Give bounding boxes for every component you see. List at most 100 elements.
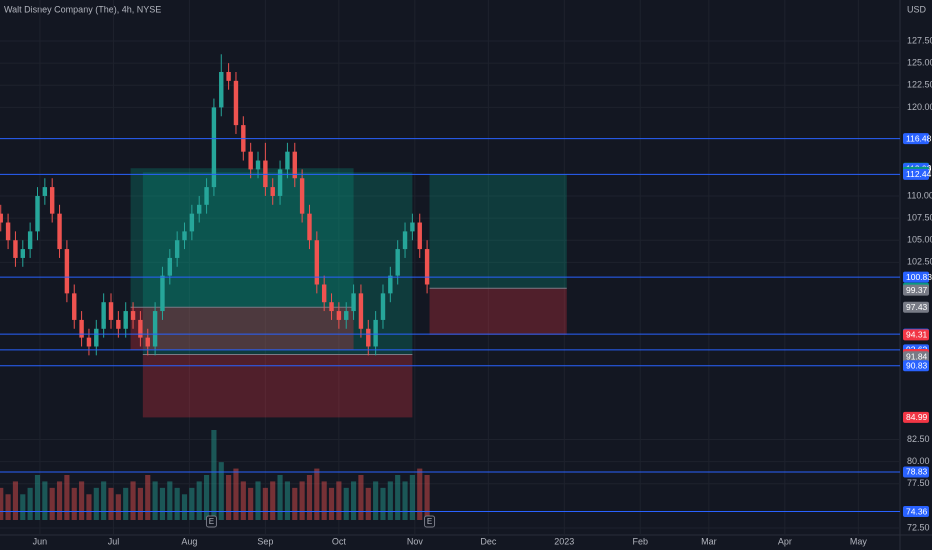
volume-bar [211, 430, 217, 520]
candle-body [417, 222, 422, 250]
candle-body [13, 240, 18, 258]
candle-body [204, 187, 209, 205]
volume-bar [145, 475, 151, 520]
price-badge [903, 133, 929, 145]
candle-body [388, 275, 393, 294]
price-badge [903, 411, 929, 423]
price-badge [903, 506, 929, 518]
candle-body [277, 169, 283, 196]
volume-bar [270, 481, 276, 520]
volume-bar [343, 487, 349, 520]
volume-bar [424, 475, 430, 520]
candle-body [255, 160, 261, 170]
y-tick-label: 72.50 [907, 522, 930, 532]
price-badge [903, 351, 929, 363]
volume-bar [218, 462, 224, 520]
candle-body [358, 293, 364, 329]
candle-body [64, 249, 70, 294]
candle-body [116, 319, 121, 329]
volume-bar [248, 487, 254, 520]
earnings-marker [205, 515, 217, 528]
position-profit [142, 172, 413, 355]
volume-bar [159, 487, 166, 520]
candle-body [226, 71, 231, 81]
earnings-label: E [209, 517, 214, 526]
volume-bar [203, 475, 210, 520]
volume-bar [365, 487, 371, 520]
volume-bar [380, 487, 386, 520]
x-tick-label: Dec [480, 536, 497, 546]
candle-body [167, 257, 173, 276]
candle-body [86, 337, 92, 347]
position-profit [429, 174, 567, 289]
volume-bar [306, 475, 313, 520]
volume-bar [71, 487, 77, 520]
price-badge-label: 74.36 [906, 506, 928, 516]
candle-body [174, 240, 180, 258]
candle-body [299, 178, 305, 214]
candle-body [138, 319, 143, 338]
volume-bar [196, 481, 202, 520]
candle-body [292, 151, 297, 179]
y-tick-label: 105.00 [907, 235, 932, 245]
price-badge [903, 301, 929, 313]
candle-body [79, 319, 84, 338]
candle-body [395, 249, 400, 276]
y-tick-label: 82.50 [907, 434, 930, 444]
volume-bar [86, 494, 92, 520]
volume-bar [358, 475, 364, 520]
y-tick-label: 110.00 [907, 190, 932, 200]
candle-body [248, 151, 253, 170]
x-tick-label: Jun [33, 536, 48, 546]
price-badge-label: 97.43 [906, 302, 928, 312]
volume-bar [233, 468, 239, 520]
candle-body [424, 249, 430, 285]
price-badge-label: 116.48 [906, 133, 932, 143]
candle-body [197, 204, 202, 214]
candle-body [35, 195, 40, 232]
candle-body [307, 213, 312, 241]
volume-bar [42, 481, 48, 520]
currency: USD [907, 4, 927, 14]
candle-body [285, 151, 290, 170]
x-tick-label: Feb [633, 536, 649, 546]
price-badge-label: 100.83 [906, 272, 932, 282]
candle-body [211, 107, 217, 188]
candle-body [351, 293, 356, 312]
candle-body [152, 311, 158, 347]
candle-body [219, 71, 224, 108]
x-tick-label: 2023 [554, 536, 574, 546]
volume-bar [351, 481, 357, 520]
candle-body [130, 311, 136, 320]
x-tick-label: Sep [257, 536, 273, 546]
price-badge-label: 112.44 [906, 169, 932, 179]
volume-bar [101, 481, 107, 520]
y-tick-label: 120.00 [907, 102, 932, 112]
candle-body [49, 187, 55, 214]
y-tick-label: 107.50 [907, 212, 932, 222]
candle-body [72, 293, 77, 320]
volume-bar [314, 468, 320, 520]
volume-bar [284, 481, 290, 520]
candle-body [270, 187, 275, 196]
volume-bar [115, 494, 121, 520]
candle-body [380, 293, 386, 320]
earnings-marker [424, 515, 436, 528]
x-tick-label: May [850, 536, 868, 546]
volume-bar [152, 481, 158, 520]
volume-bar [64, 475, 70, 520]
volume-bar [27, 487, 33, 520]
volume-bar [56, 481, 63, 520]
candle-body [366, 328, 371, 347]
price-badge-label: 99.37 [906, 285, 928, 295]
x-tick-label: Jul [108, 536, 120, 546]
price-badge [903, 271, 929, 283]
candle-body [189, 213, 195, 232]
candle-body [0, 213, 3, 223]
y-tick-label: 77.50 [907, 478, 930, 488]
price-badge-label: 84.99 [906, 412, 928, 422]
candle-body [314, 240, 320, 285]
volume-bar [373, 481, 379, 520]
x-tick-label: Mar [701, 536, 717, 546]
volume-bar [387, 481, 393, 520]
